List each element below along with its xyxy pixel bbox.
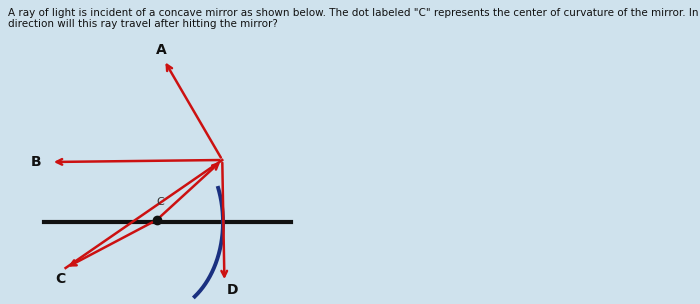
Text: A: A [156, 43, 167, 57]
Text: C: C [156, 197, 164, 207]
Text: D: D [227, 283, 239, 297]
Text: C: C [55, 272, 66, 286]
Text: B: B [31, 155, 41, 169]
Text: A ray of light is incident of a concave mirror as shown below. The dot labeled ": A ray of light is incident of a concave … [8, 8, 700, 29]
